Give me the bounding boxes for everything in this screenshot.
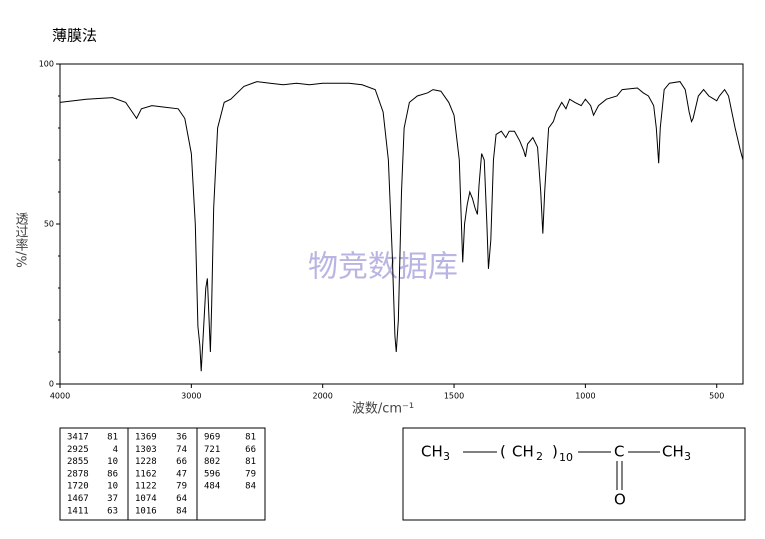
peak-transmittance: 84 (176, 506, 187, 516)
peak-wavenumber: 3417 (67, 433, 89, 443)
x-tick-label: 3000 (181, 392, 201, 401)
watermark: 物竞数据库 (308, 250, 458, 285)
peak-wavenumber: 596 (204, 469, 220, 479)
paren: ( (500, 443, 506, 461)
peak-transmittance: 47 (176, 469, 187, 479)
peak-wavenumber: 484 (204, 482, 220, 492)
peak-transmittance: 81 (245, 457, 256, 467)
peak-transmittance: 66 (245, 445, 256, 455)
peak-transmittance: 36 (176, 433, 187, 443)
x-tick-label: 2000 (313, 392, 333, 401)
peak-wavenumber: 1074 (135, 494, 157, 504)
peak-wavenumber: 1411 (67, 506, 89, 516)
peak-transmittance: 37 (107, 494, 118, 504)
x-tick-label: 1500 (444, 392, 464, 401)
y-tick-label: 50 (44, 220, 54, 229)
title: 薄膜法 (52, 27, 97, 45)
peak-transmittance: 63 (107, 506, 118, 516)
group-text: CH (512, 443, 534, 461)
plot-frame (59, 63, 744, 385)
peak-wavenumber: 721 (204, 445, 220, 455)
peak-transmittance: 10 (107, 457, 118, 467)
paren: ) (552, 443, 558, 461)
peak-wavenumber: 1303 (135, 445, 157, 455)
peak-wavenumber: 2878 (67, 469, 89, 479)
x-axis-label: 波数/cm⁻¹ (352, 402, 414, 417)
peak-wavenumber: 1720 (67, 482, 89, 492)
peak-wavenumber: 969 (204, 433, 220, 443)
peak-wavenumber: 1467 (67, 494, 89, 504)
peak-table: 3417 81 2925 4 2855 10 2878 86 1720 10 1467 37 1411 6… (67, 433, 256, 517)
peak-wavenumber: 1016 (135, 506, 157, 516)
x-tick-label: 4000 (50, 392, 70, 401)
peak-wavenumber: 802 (204, 457, 220, 467)
peak-wavenumber: 1369 (135, 433, 157, 443)
x-tick-label: 1000 (575, 392, 595, 401)
structure-frame (402, 427, 746, 521)
peak-wavenumber: 1122 (135, 482, 157, 492)
structure: CH 3 ( CH 2 ) 10 C CH 3 O (421, 443, 691, 509)
y-tick-label: 0 (49, 380, 54, 389)
peak-wavenumber: 1228 (135, 457, 157, 467)
y-tick-label: 100 (39, 60, 54, 69)
peak-transmittance: 81 (245, 433, 256, 443)
subscript: 3 (684, 450, 691, 463)
peak-transmittance: 66 (176, 457, 187, 467)
atom: C (614, 443, 624, 461)
peak-transmittance: 4 (113, 445, 118, 455)
peak-wavenumber: 2925 (67, 445, 89, 455)
peak-transmittance: 81 (107, 433, 118, 443)
atom: O (614, 491, 626, 509)
group-text: CH (421, 443, 443, 461)
subscript: 2 (536, 450, 543, 463)
peak-transmittance: 79 (176, 482, 187, 492)
peak-transmittance: 64 (176, 494, 187, 504)
peak-transmittance: 79 (245, 469, 256, 479)
peak-wavenumber: 1162 (135, 469, 157, 479)
peak-transmittance: 10 (107, 482, 118, 492)
peak-table-frame (59, 427, 266, 521)
group-text: CH (662, 443, 684, 461)
spectrum-line (59, 81, 744, 372)
peak-transmittance: 86 (107, 469, 118, 479)
peak-transmittance: 74 (176, 445, 187, 455)
repeat-count: 10 (559, 451, 573, 464)
subscript: 3 (443, 450, 450, 463)
x-tick-label: 500 (709, 392, 724, 401)
y-axis-label: 透过率/% (13, 212, 29, 268)
peak-transmittance: 84 (245, 482, 256, 492)
peak-wavenumber: 2855 (67, 457, 89, 467)
